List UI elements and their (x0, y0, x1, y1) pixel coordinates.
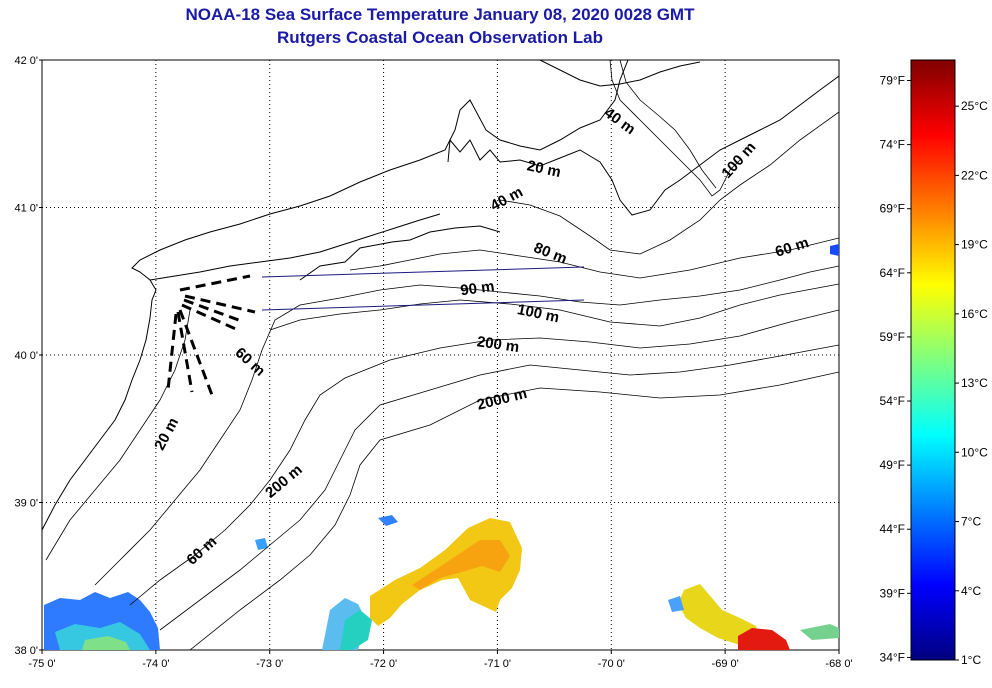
graticule (42, 60, 839, 650)
fahrenheit-label: 59°F (880, 330, 905, 344)
sst-patch-southwest-green (82, 636, 130, 650)
lon-tick-label: -73 0' (256, 658, 283, 670)
lat-tick-label: 38 0' (14, 645, 38, 657)
lon-tick-label: -71 0' (484, 658, 511, 670)
lon-tick-label: -70 0' (598, 658, 625, 670)
celsius-label: 22°C (961, 168, 988, 182)
fahrenheit-label: 69°F (880, 202, 905, 216)
sst-patch-east (678, 584, 760, 645)
celsius-label: 4°C (961, 584, 981, 598)
sst-patch-gulfstream-center (412, 540, 510, 590)
lon-tick-label: -74 0' (142, 658, 169, 670)
transects (261, 266, 585, 311)
celsius-label: 16°C (961, 307, 988, 321)
celsius-label: 25°C (961, 99, 988, 113)
lat-tick-label: 40 0' (14, 350, 38, 362)
sst-patch-coast (255, 538, 268, 550)
fahrenheit-label: 34°F (880, 650, 905, 664)
celsius-label: 13°C (961, 376, 988, 390)
depth-label: 20 m (525, 157, 562, 181)
depth-label: 200 m (476, 333, 520, 356)
lon-tick-label: -75 0' (28, 658, 55, 670)
transect-north (261, 266, 585, 278)
axis-labels: 42 0' 41 0' 40 0' 39 0' 38 0'-75 0' -74 0' -73… (14, 55, 852, 670)
lat-tick-label: 42 0' (14, 55, 38, 67)
sst-patches (44, 244, 839, 650)
colorbar-labels: 25°C 22°C 19°C 16°C 13°C 10°C 7°C 4°C 1°C 79°F 74°… (880, 74, 989, 667)
dashed-rays (166, 274, 256, 396)
lon-tick-label: -68 0' (825, 658, 852, 670)
fahrenheit-label: 64°F (880, 266, 905, 280)
coastline (42, 60, 839, 531)
celsius-label: 10°C (961, 445, 988, 459)
fahrenheit-label: 79°F (880, 74, 905, 88)
lon-tick-label: -69 0' (712, 658, 739, 670)
fahrenheit-label: 44°F (880, 522, 905, 536)
transect-south (261, 299, 585, 311)
depth-label: 90 m (459, 278, 495, 300)
celsius-label: 7°C (961, 515, 981, 529)
sst-patch-east-blue (668, 596, 684, 612)
sst-patch-east-far (800, 624, 839, 640)
fahrenheit-label: 39°F (880, 586, 905, 600)
map-title: NOAA-18 Sea Surface Temperature January … (185, 5, 695, 24)
lat-tick-label: 39 0' (14, 498, 38, 510)
fahrenheit-label: 49°F (880, 458, 905, 472)
lat-tick-label: 41 0' (14, 203, 38, 215)
map-subtitle: Rutgers Coastal Ocean Observation Lab (277, 28, 603, 47)
sst-patch-blue-north (378, 515, 398, 526)
sst-patch-east-hot (738, 628, 790, 650)
colorbar (910, 59, 956, 661)
isobaths (45, 60, 839, 650)
lon-tick-label: -72 0' (370, 658, 397, 670)
sst-patch-northeast (830, 244, 839, 256)
celsius-label: 19°C (961, 238, 988, 252)
fahrenheit-label: 74°F (880, 138, 905, 152)
sst-patch-gulfstream-edge (340, 610, 372, 650)
celsius-label: 1°C (961, 653, 981, 667)
fahrenheit-label: 54°F (880, 394, 905, 408)
